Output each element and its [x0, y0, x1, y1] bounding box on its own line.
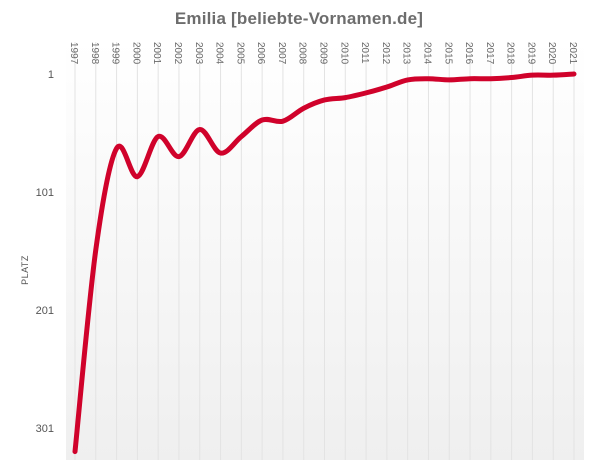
series-line	[72, 71, 577, 455]
x-tick-label: 2016	[463, 42, 474, 65]
x-tick-label: 2010	[338, 42, 349, 65]
x-tick-label: 2019	[525, 42, 536, 65]
x-tick-label: 2017	[484, 42, 495, 65]
x-tick-label: 2020	[546, 42, 557, 65]
x-tick-label: 2006	[255, 42, 266, 65]
y-tick-label: 301	[36, 423, 54, 435]
x-tick-label: 2008	[297, 42, 308, 65]
x-tick-label: 2011	[359, 42, 370, 64]
y-axis-label: PLATZ	[20, 255, 30, 285]
x-tick-label: 1997	[68, 42, 79, 65]
x-axis-ticks: 1997 1998 1999 2000 2001 2002 2003 2004 2005 2006…	[68, 42, 578, 65]
x-tick-label: 2012	[380, 42, 391, 65]
y-tick-label: 101	[36, 187, 54, 199]
x-tick-label: 2018	[505, 42, 516, 65]
y-axis-ticks: 1 101 201 301	[36, 69, 54, 435]
x-tick-label: 1999	[110, 42, 121, 65]
x-tick-label: 2005	[234, 42, 245, 65]
x-tick-label: 2013	[401, 42, 412, 65]
x-tick-label: 2004	[214, 42, 225, 65]
x-tick-label: 2014	[421, 42, 432, 65]
y-tick-label: 201	[36, 305, 54, 317]
x-tick-label: 2001	[151, 42, 162, 65]
x-tick-label: 2009	[318, 42, 329, 65]
x-tick-label: 2015	[442, 42, 453, 65]
grid-lines	[74, 42, 575, 460]
x-tick-label: 2002	[172, 42, 183, 65]
y-tick-label: 1	[48, 69, 54, 81]
x-tick-label: 2007	[276, 42, 287, 65]
x-tick-label: 2003	[193, 42, 204, 65]
x-tick-label: 2000	[130, 42, 141, 65]
chart-title: Emilia [beliebte-Vornamen.de]	[174, 9, 424, 28]
x-tick-label: 2021	[567, 42, 578, 65]
x-tick-label: 1998	[89, 42, 100, 65]
